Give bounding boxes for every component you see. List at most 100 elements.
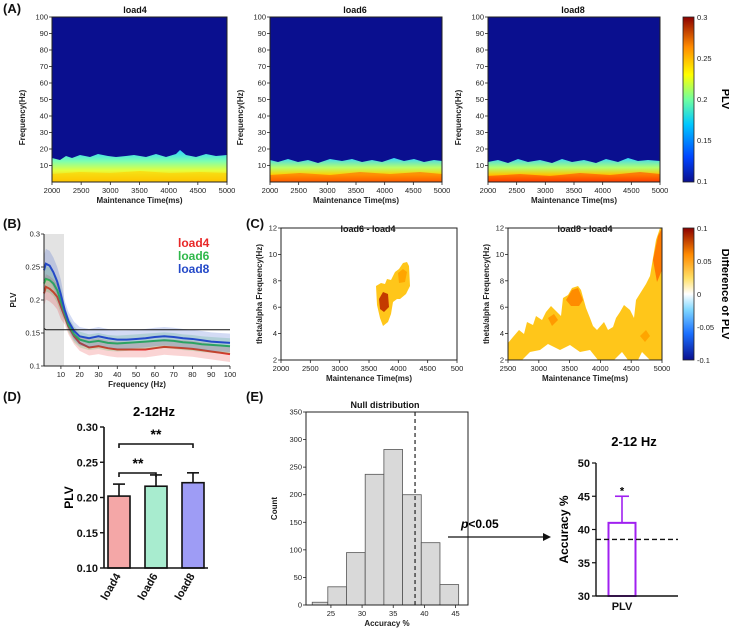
hist-bar	[420, 542, 441, 606]
acc-title: 2-12 Hz	[611, 434, 657, 449]
y-tick-label: 10	[269, 250, 277, 259]
plv-band-core-load8	[488, 172, 660, 182]
panel-e-axes: 0 50 100 150 200 250 300 350 25 30 35 40 45 Accuracy …	[270, 408, 469, 628]
plv-bars: load4 load6 load8	[99, 472, 205, 603]
x-axis-label: Maintenance Time(ms)	[531, 196, 617, 205]
x-tick-label: 2500	[508, 186, 525, 195]
legend: load4 load6 load8	[178, 236, 210, 276]
x-tick-label: 100	[224, 370, 237, 379]
heatmap-title-load6: load6	[343, 5, 367, 15]
y-tick-label: 250	[289, 463, 302, 472]
y-tick-label: 20	[40, 145, 48, 154]
y-tick-label: 80	[258, 46, 266, 55]
x-tick-label: 4000	[376, 186, 393, 195]
y-tick-label: 12	[269, 224, 277, 233]
p-annotation: p<0.05	[448, 517, 551, 541]
heatmap-background	[270, 17, 442, 182]
y-tick-label: 10	[258, 161, 266, 170]
y-tick-label: 2	[500, 356, 504, 365]
colorbar-label: PLV	[719, 89, 729, 110]
y-tick-label: 0.20	[77, 493, 98, 505]
x-tick-label: 35	[389, 609, 397, 618]
y-tick-label: 0.3	[30, 230, 40, 239]
series-line-reference	[43, 327, 230, 331]
p-value: <0.05	[468, 517, 499, 531]
x-tick-label: 5000	[219, 186, 236, 195]
y-axis-label: theta/alpha Frequency(Hz)	[255, 244, 264, 344]
y-tick-label: 50	[294, 573, 302, 582]
colorbar-tick: 0.1	[697, 224, 707, 233]
y-tick-label: 150	[289, 518, 302, 527]
p-arrowhead	[543, 533, 551, 541]
y-tick-label: 50	[476, 95, 484, 104]
legend-load6: load6	[178, 249, 210, 263]
y-tick-label: 30	[258, 128, 266, 137]
heatmap-background	[52, 17, 227, 182]
x-tick-label: 3500	[131, 186, 148, 195]
legend-load8: load8	[178, 262, 210, 276]
x-tick-label: 3000	[530, 364, 547, 373]
x-tick-label: 3000	[331, 364, 348, 373]
x-axis-label: Frequency (Hz)	[108, 380, 166, 389]
colorbar-gradient	[682, 227, 695, 361]
y-tick-label: 50	[258, 95, 266, 104]
heatmap-background	[488, 17, 660, 182]
y-tick-label: 300	[289, 435, 302, 444]
sig-label: **	[151, 426, 162, 442]
significance: ** **	[118, 426, 194, 477]
y-tick-label: 12	[496, 224, 504, 233]
x-tick-label: 10	[57, 370, 65, 379]
x-tick-label: 2500	[290, 186, 307, 195]
hist-bar	[364, 473, 385, 606]
hist-bar	[327, 586, 347, 606]
hist-bar	[383, 449, 403, 606]
y-tick-label: 80	[40, 46, 48, 55]
panel-label-b: (B)	[3, 216, 21, 231]
hist-frame	[305, 411, 469, 606]
hist-bar	[402, 494, 422, 606]
x-tick-label: load4	[99, 571, 124, 603]
p-symbol: p	[460, 517, 468, 531]
y-tick-label: 100	[35, 13, 48, 22]
x-tick-label: 4500	[419, 364, 436, 373]
x-tick-label: 2000	[262, 186, 279, 195]
y-tick-label: 10	[496, 250, 504, 259]
x-tick-label: 40	[113, 370, 121, 379]
panel-label-d: (D)	[3, 389, 21, 404]
heatmap-title-load4: load4	[123, 5, 147, 15]
colorbar-tick: 0.2	[697, 95, 707, 104]
sig-bracket	[118, 472, 157, 477]
series-line-load8	[43, 262, 231, 344]
y-axis-label: PLV	[9, 292, 18, 308]
hist-bar	[439, 584, 460, 606]
x-tick-label: 4000	[594, 186, 611, 195]
bar-load6	[144, 485, 168, 569]
plv-band-core-load4	[52, 171, 227, 182]
bar-PLV	[607, 521, 637, 597]
y-tick-label: 35	[578, 558, 590, 570]
x-tick-label: 500	[451, 364, 464, 373]
bar-load8	[181, 481, 205, 569]
colorbar-tick: -0.1	[697, 356, 710, 365]
x-tick-label: 3500	[561, 364, 578, 373]
sig-label: *	[620, 485, 625, 497]
x-tick-label: 4000	[592, 364, 609, 373]
panel-label-a: (A)	[3, 1, 21, 16]
y-tick-label: 0	[298, 601, 302, 610]
plv-band-core-load6	[270, 172, 442, 182]
x-tick-label: 2000	[273, 364, 290, 373]
hist-bar	[346, 552, 366, 606]
x-tick-label: 5000	[654, 364, 671, 373]
y-tick-label: 4	[273, 329, 277, 338]
y-tick-label: 40	[258, 112, 266, 121]
series-line-load4	[43, 285, 231, 356]
x-tick-label: 3000	[537, 186, 554, 195]
y-axis-label: Frequency(Hz)	[454, 89, 463, 145]
y-axis-label: Count	[270, 497, 279, 520]
panel-e-bar-axes: 30 35 40 45 50 PLV Accuracy %	[557, 458, 678, 613]
x-tick-label: 90	[207, 370, 215, 379]
diff-cluster	[398, 269, 407, 283]
y-tick-label: 40	[578, 525, 590, 537]
x-axis-label: Maintenance Time(ms)	[326, 374, 412, 383]
